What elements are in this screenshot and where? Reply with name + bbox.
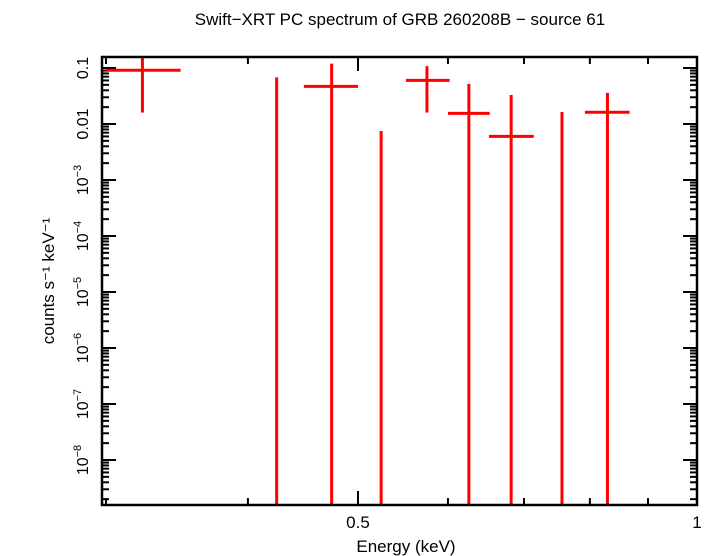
y-tick-label: 10−7	[72, 389, 92, 419]
y-axis-label: counts s⁻¹ keV⁻¹	[39, 217, 58, 344]
data-point	[447, 83, 490, 505]
y-tick-label: 10−8	[72, 445, 92, 475]
y-tick-label: 0.1	[75, 57, 92, 79]
chart-title: Swift−XRT PC spectrum of GRB 260208B − s…	[195, 10, 605, 29]
y-tick-label: 0.01	[75, 108, 92, 139]
data-points	[105, 57, 630, 505]
y-tick-label: 10−3	[72, 165, 92, 195]
x-axis-label: Energy (keV)	[356, 537, 455, 556]
y-tick-label: 10−6	[72, 333, 92, 363]
y-tick-label: 10−4	[72, 221, 92, 251]
data-point	[303, 63, 358, 505]
x-tick-label: 0.5	[346, 513, 370, 532]
data-point	[488, 94, 534, 505]
data-point	[105, 57, 181, 113]
data-point	[584, 92, 630, 505]
x-tick-label: 1	[692, 513, 701, 532]
data-point	[405, 66, 450, 113]
plot-frame	[100, 55, 699, 507]
y-tick-label: 10−5	[72, 277, 92, 307]
